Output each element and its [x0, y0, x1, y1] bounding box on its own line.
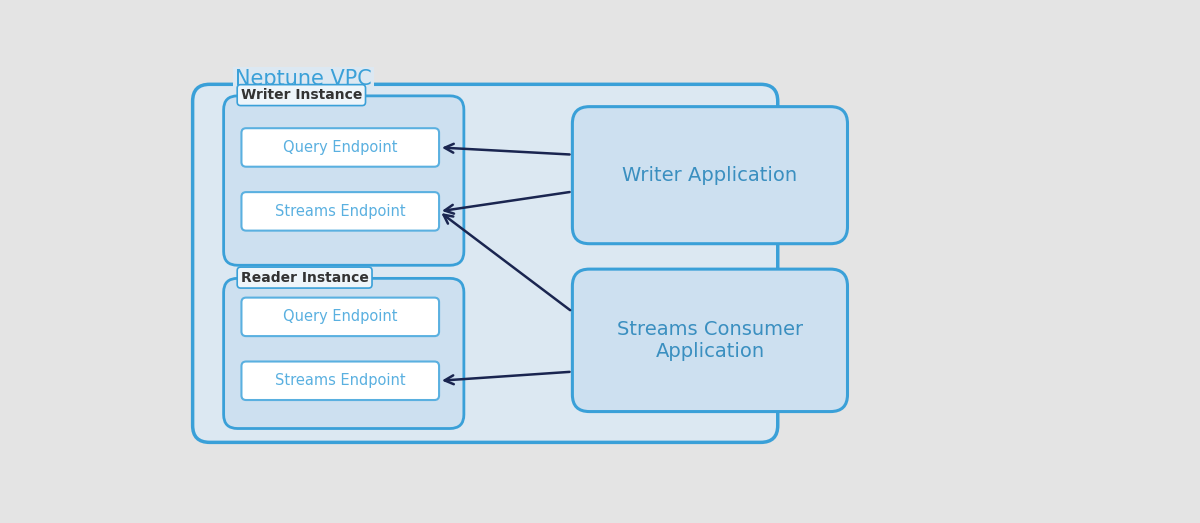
FancyBboxPatch shape — [241, 298, 439, 336]
Text: Neptune VPC: Neptune VPC — [235, 69, 372, 89]
FancyBboxPatch shape — [223, 278, 464, 428]
Text: Streams Endpoint: Streams Endpoint — [275, 373, 406, 388]
FancyBboxPatch shape — [241, 128, 439, 167]
Text: Writer Application: Writer Application — [623, 166, 798, 185]
Text: Query Endpoint: Query Endpoint — [283, 310, 397, 324]
Text: Streams Consumer
Application: Streams Consumer Application — [617, 320, 803, 361]
Text: Writer Instance: Writer Instance — [241, 88, 362, 102]
Text: Streams Endpoint: Streams Endpoint — [275, 204, 406, 219]
FancyBboxPatch shape — [193, 84, 778, 442]
Text: Reader Instance: Reader Instance — [241, 270, 368, 285]
FancyBboxPatch shape — [241, 192, 439, 231]
Text: Query Endpoint: Query Endpoint — [283, 140, 397, 155]
FancyBboxPatch shape — [572, 269, 847, 412]
FancyBboxPatch shape — [223, 96, 464, 265]
FancyBboxPatch shape — [572, 107, 847, 244]
FancyBboxPatch shape — [241, 361, 439, 400]
